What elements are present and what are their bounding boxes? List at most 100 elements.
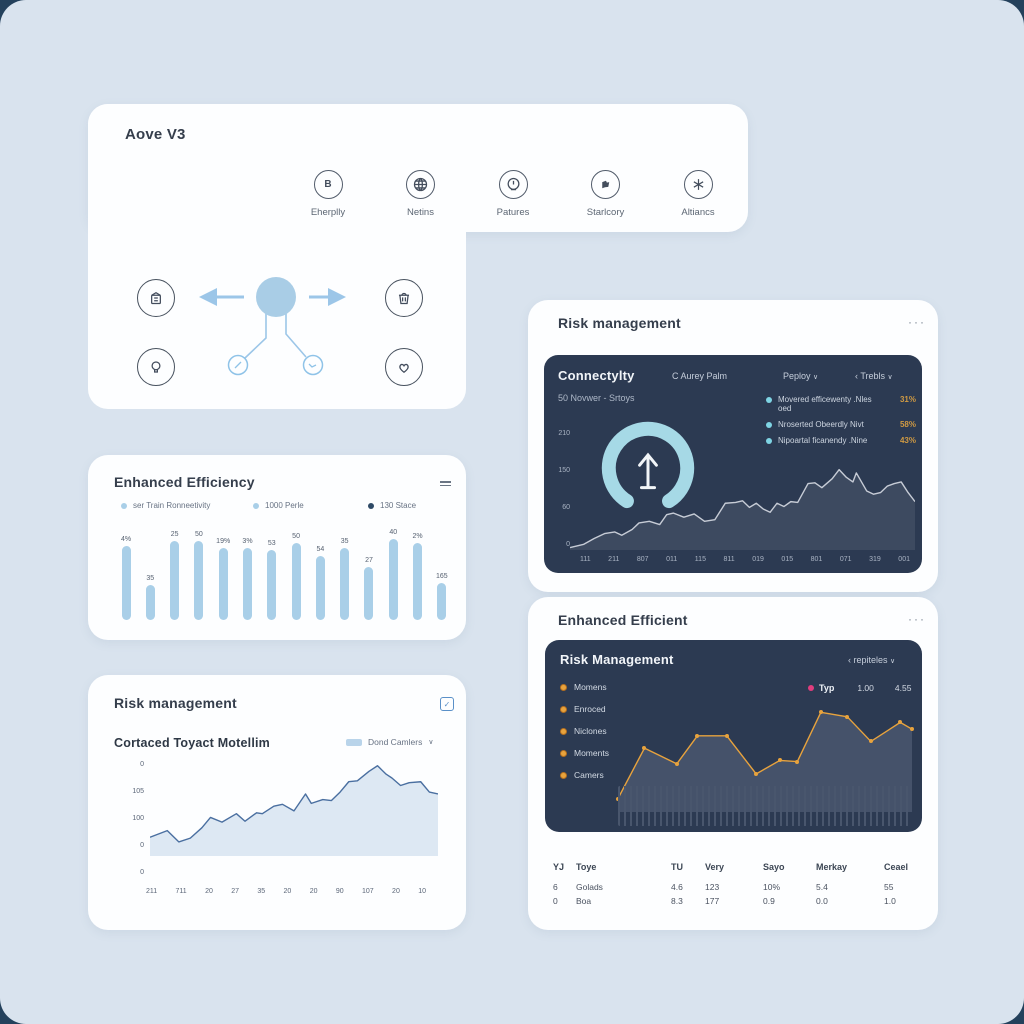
hub-circle[interactable] <box>256 277 296 317</box>
legend-dot <box>766 397 772 403</box>
nav-item-starlcory[interactable]: Starlcory <box>571 170 641 218</box>
bar: 35 <box>335 528 355 620</box>
risk-left-y-axis: 0 105 100 0 0 <box>118 761 144 876</box>
bulb-icon[interactable] <box>137 348 175 386</box>
flow-diagram <box>199 277 346 376</box>
typ-legend: Typ 1.00 4.55 <box>808 683 911 693</box>
stripe-band <box>618 786 910 826</box>
globe-icon <box>406 170 435 199</box>
heart-icon[interactable] <box>385 348 423 386</box>
bullet-dot <box>560 705 567 713</box>
bar-value-label: 2% <box>412 532 423 540</box>
nav-item-patures[interactable]: Patures <box>478 170 548 218</box>
list-item[interactable]: Enroced <box>560 704 609 714</box>
data-point <box>724 733 729 738</box>
building-icon[interactable] <box>137 279 175 317</box>
table-header: Toye <box>576 862 597 872</box>
pink-dot <box>808 685 814 691</box>
checkbox-icon[interactable]: ✓ <box>440 697 454 711</box>
table-cell: 8.3 <box>671 896 683 906</box>
series-filter[interactable]: Dond Camlers ∨ <box>346 737 433 747</box>
table-cell: 5.4 <box>816 882 828 892</box>
axis-tick: 111 <box>580 556 591 563</box>
axis-tick: 105 <box>132 788 144 795</box>
peploy-dropdown[interactable]: Peploy ∨ <box>783 371 819 381</box>
connectivity-x-axis: 111 211 807 011 115 811 019 015 801 071 319 001 <box>580 556 910 563</box>
nav-item-altiancs[interactable]: Altiancs <box>663 170 733 218</box>
axis-tick: 0 <box>566 541 570 548</box>
overflow-menu-icon[interactable]: ··· <box>908 612 926 626</box>
table-cell: 0.9 <box>763 896 775 906</box>
gauge-ring <box>601 421 695 515</box>
efficiency-legend-3: 130 Stace <box>368 501 416 510</box>
asterisk-icon <box>683 170 713 199</box>
data-point <box>818 710 823 715</box>
legend-dot <box>253 502 259 509</box>
data-point <box>898 720 903 725</box>
axis-tick: 711 <box>175 888 187 895</box>
page-title: Aove V3 <box>125 126 186 143</box>
list-item[interactable]: Moments <box>560 748 609 758</box>
efficiency-legend-1: ser Train Ronneetivity <box>121 501 210 510</box>
bar: 50 <box>189 528 209 620</box>
connectivity-y-axis: 210 150 60 0 <box>550 430 570 548</box>
axis-tick: 0 <box>140 869 144 876</box>
trash-icon[interactable] <box>385 279 423 317</box>
table-header: Sayo <box>763 862 785 872</box>
legend-dot <box>766 438 772 444</box>
axis-tick: 20 <box>205 888 213 895</box>
bar: 4% <box>116 528 136 620</box>
risk-left-x-axis: 211 711 20 27 35 20 20 90 107 20 10 <box>146 888 426 895</box>
data-point <box>642 746 647 751</box>
legend-item: Movered efficewenty .Nles oed 31% <box>766 395 916 413</box>
list-item[interactable]: Camers <box>560 770 609 780</box>
overflow-menu-icon[interactable]: ··· <box>908 315 926 329</box>
data-point <box>868 739 873 744</box>
connectivity-legend: Movered efficewenty .Nles oed 31% Nroser… <box>766 395 916 445</box>
metrics-table: YJ Toye TU Very Sayo Merkay Ceael 6 Golads 4.6 123… <box>553 862 913 906</box>
nav-item-eherplly[interactable]: B Eherplly <box>293 170 363 218</box>
bar: 25 <box>165 528 185 620</box>
table-cell: 1.0 <box>884 896 896 906</box>
risk-panel-title: Risk Management <box>560 652 674 667</box>
bar: 53 <box>262 528 282 620</box>
list-item[interactable]: Momens <box>560 682 609 692</box>
table-cell: Boa <box>576 896 592 906</box>
table-header: Very <box>705 862 725 872</box>
bar-value-label: 53 <box>267 540 276 548</box>
axis-tick: 100 <box>132 815 144 822</box>
bar: 35 <box>140 528 160 620</box>
data-point <box>777 758 782 763</box>
aurey-path-control[interactable]: C Aurey Palm <box>672 371 728 381</box>
data-point <box>674 761 679 766</box>
axis-tick: 807 <box>636 556 649 563</box>
node-right-icon[interactable] <box>302 354 324 376</box>
table-header: Ceael <box>884 862 909 872</box>
repiteles-dropdown[interactable]: ‹ repiteles ∨ <box>848 655 896 665</box>
trebls-dropdown[interactable]: ‹ Trebls ∨ <box>855 371 893 381</box>
nav-item-netins[interactable]: Netins <box>386 170 456 218</box>
table-cell: 55 <box>884 882 894 892</box>
axis-tick: 27 <box>231 888 240 895</box>
connector-left <box>244 312 267 359</box>
axis-tick: 210 <box>558 430 570 437</box>
bar-value-label: 54 <box>316 545 325 553</box>
bar-value-label: 165 <box>436 573 448 581</box>
bar-value-label: 27 <box>365 556 373 564</box>
axis-tick: 0 <box>140 761 144 768</box>
table-cell: 0.0 <box>816 896 828 906</box>
efficient-title: Enhanced Efficient <box>558 612 688 628</box>
hamburger-menu-icon[interactable] <box>440 479 451 488</box>
bullet-dot <box>560 683 567 691</box>
data-point <box>910 727 914 732</box>
risk-left-title: Risk management <box>114 695 237 711</box>
legend-item: Nroserted Obeerdly Nivt 58% <box>766 420 916 429</box>
list-item[interactable]: Niclones <box>560 726 609 736</box>
bar-value-label: 19% <box>216 538 231 546</box>
axis-tick: 019 <box>752 556 764 563</box>
bar-value-label: 35 <box>146 575 155 583</box>
bullet-dot <box>560 771 567 779</box>
table-cell: 177 <box>705 896 720 906</box>
bar: 54 <box>310 528 330 620</box>
b-badge-icon: B <box>313 170 343 199</box>
